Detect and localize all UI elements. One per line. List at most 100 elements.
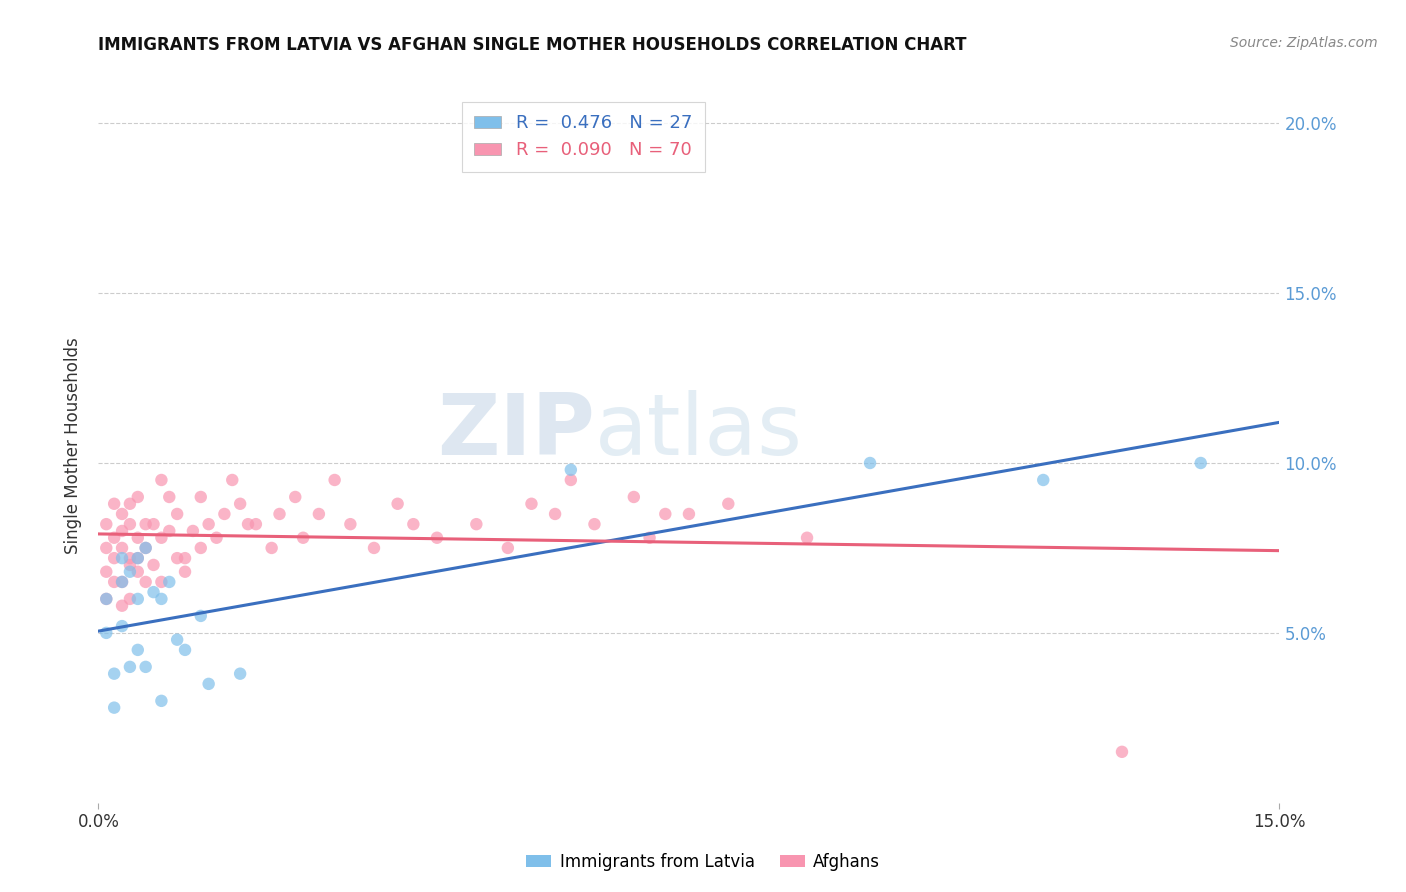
Point (190, 541, 212, 555)
Point (190, 490, 212, 504)
Point (142, 517, 165, 532)
Point (205, 531, 228, 545)
Point (150, 574, 173, 589)
Point (127, 531, 149, 545)
Point (103, 666, 125, 681)
Point (103, 531, 125, 545)
Point (111, 507, 134, 521)
Point (560, 473, 582, 487)
Text: ZIP: ZIP (437, 390, 595, 474)
Text: atlas: atlas (595, 390, 803, 474)
Point (103, 574, 125, 589)
Point (96, 591, 118, 606)
Point (135, 574, 157, 589)
Point (583, 517, 606, 532)
Point (236, 517, 259, 532)
Point (150, 473, 173, 487)
Point (111, 541, 134, 555)
Point (96, 626, 118, 640)
Point (623, 490, 645, 504)
Point (308, 507, 330, 521)
Point (103, 700, 125, 714)
Text: IMMIGRANTS FROM LATVIA VS AFGHAN SINGLE MOTHER HOUSEHOLDS CORRELATION CHART: IMMIGRANTS FROM LATVIA VS AFGHAN SINGLE … (98, 36, 967, 54)
Point (260, 541, 283, 555)
Point (142, 558, 165, 572)
Point (363, 541, 385, 555)
Point (157, 524, 180, 538)
Point (859, 456, 882, 470)
Point (135, 541, 157, 555)
Y-axis label: Single Mother Households: Single Mother Households (65, 338, 83, 554)
Point (245, 517, 267, 532)
Point (96, 565, 118, 579)
Point (174, 643, 197, 657)
Point (796, 531, 818, 545)
Point (465, 517, 488, 532)
Point (166, 507, 188, 521)
Point (426, 531, 449, 545)
Point (103, 551, 125, 566)
Point (544, 507, 567, 521)
Point (118, 660, 141, 674)
Point (174, 565, 197, 579)
Point (118, 565, 141, 579)
Point (157, 574, 180, 589)
Point (174, 551, 197, 566)
Point (111, 599, 134, 613)
Point (127, 551, 149, 566)
Point (135, 660, 157, 674)
Point (284, 490, 307, 504)
Point (127, 551, 149, 566)
Text: Source: ZipAtlas.com: Source: ZipAtlas.com (1230, 36, 1378, 50)
Point (402, 517, 425, 532)
Point (96, 517, 118, 532)
Point (166, 551, 188, 566)
Point (520, 497, 543, 511)
Point (135, 517, 157, 532)
Point (678, 507, 700, 521)
Point (339, 517, 361, 532)
Point (127, 591, 149, 606)
Point (654, 507, 676, 521)
Point (197, 517, 219, 532)
Legend: Immigrants from Latvia, Afghans: Immigrants from Latvia, Afghans (517, 845, 889, 880)
Point (1111, 745, 1133, 759)
Point (197, 677, 219, 691)
Point (135, 541, 157, 555)
Point (229, 666, 252, 681)
Point (127, 490, 149, 504)
Point (269, 507, 291, 521)
Point (166, 632, 188, 647)
Point (638, 531, 661, 545)
Point (111, 574, 134, 589)
Point (387, 497, 409, 511)
Point (118, 497, 141, 511)
Point (150, 531, 173, 545)
Point (221, 473, 243, 487)
Point (292, 531, 315, 545)
Point (323, 473, 346, 487)
Point (1032, 473, 1054, 487)
Point (111, 619, 134, 633)
Point (181, 524, 204, 538)
Point (142, 585, 165, 599)
Point (496, 541, 519, 555)
Point (127, 643, 149, 657)
Point (229, 497, 252, 511)
Point (96, 591, 118, 606)
Point (96, 541, 118, 555)
Point (118, 551, 141, 566)
Point (717, 497, 740, 511)
Point (118, 591, 141, 606)
Point (103, 497, 125, 511)
Point (150, 591, 173, 606)
Point (1189, 456, 1212, 470)
Point (190, 608, 212, 623)
Point (118, 517, 141, 532)
Point (157, 490, 180, 504)
Point (111, 524, 134, 538)
Point (111, 574, 134, 589)
Point (127, 565, 149, 579)
Point (111, 551, 134, 566)
Point (560, 463, 582, 477)
